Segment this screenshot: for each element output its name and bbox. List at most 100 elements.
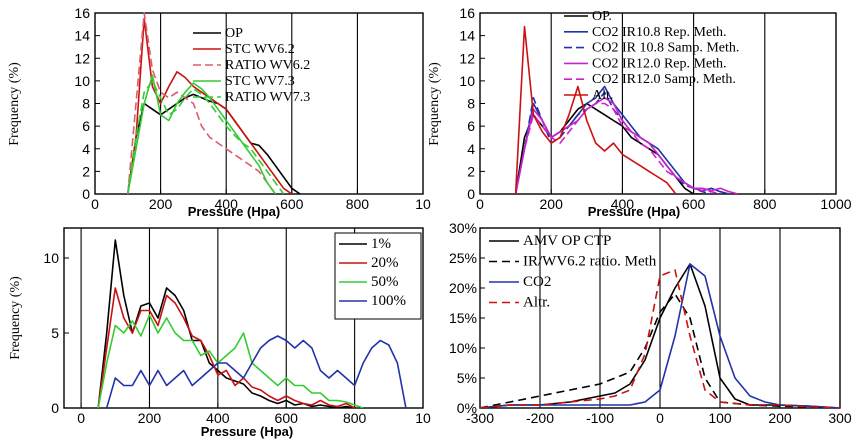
- y-tick-label: 6: [467, 118, 475, 134]
- x-tick-label: 600: [682, 196, 706, 212]
- legend-box: [334, 232, 422, 320]
- plot-frame: [63, 227, 424, 409]
- series-line-3: [127, 12, 277, 194]
- legend-entry: 50%: [371, 274, 399, 290]
- series-line-4: [514, 97, 739, 194]
- y-tick-label: 10: [459, 73, 475, 89]
- x-tick-label: 0: [77, 410, 85, 426]
- y-tick-label: 25%: [449, 250, 477, 266]
- x-tick-label: 400: [206, 410, 230, 426]
- y-tick-label: 5%: [457, 370, 477, 386]
- x-tick-label: -100: [586, 410, 614, 426]
- chart-panel-4: -300 -200 -100 0 100 200 300 0% 5% 10% 15% 20% 25% 30…: [449, 220, 852, 426]
- series-line-5: [127, 80, 285, 194]
- x-tick-label: 0: [476, 196, 484, 212]
- series-line-4: [127, 74, 277, 194]
- x-tick-label: 600: [280, 196, 304, 212]
- series-line-1: [514, 102, 703, 194]
- series-line-6: [514, 25, 677, 194]
- legend: AMV OP CTP IR/WV6.2 ratio. Meth CO2 Altr.: [489, 233, 657, 311]
- x-tick-label: -200: [526, 410, 554, 426]
- legend-entry: AMV OP CTP: [523, 233, 611, 249]
- legend-entry: CO2 IR10.8 Rep. Meth.: [592, 25, 727, 40]
- x-tick-label: 200: [149, 196, 173, 212]
- legend-entry: Altr.: [523, 295, 550, 311]
- y-tick-label: 8: [82, 96, 90, 112]
- x-tick-label: 0: [91, 196, 99, 212]
- y-tick-label: 14: [74, 28, 90, 44]
- y-tick-label: 12: [459, 50, 475, 66]
- y-tick-label: 10%: [449, 340, 477, 356]
- chart-panel-2: 0 200 400 600 800 1000 0 2 4 6 8 10 12 14 16 Pressure (…: [427, 5, 852, 219]
- legend-entry: 20%: [371, 255, 399, 271]
- x-tick-label: 1000: [820, 196, 851, 212]
- y-axis-label: Frequency (%): [8, 276, 23, 360]
- x-tick-label: 800: [346, 196, 370, 212]
- x-axis-label: Pressure (Hpa): [588, 204, 680, 219]
- y-tick-label: 0%: [457, 400, 477, 416]
- y-tick-label: 4: [467, 141, 475, 157]
- legend-entry: OP: [225, 26, 243, 41]
- series-line-4: [105, 335, 407, 408]
- x-tick-label: 300: [828, 410, 852, 426]
- y-tick-label: 10: [43, 250, 59, 266]
- x-tick-label: -300: [466, 410, 494, 426]
- y-tick-label: 16: [459, 5, 475, 21]
- x-tick-label: 800: [343, 410, 367, 426]
- y-tick-label: 20%: [449, 280, 477, 296]
- y-tick-label: 5: [51, 325, 59, 341]
- y-axis-label: Frequency (%): [427, 62, 442, 146]
- legend-entry: Alt.: [592, 88, 613, 103]
- x-tick-label: 10: [415, 196, 431, 212]
- y-tick-label: 0: [82, 186, 90, 202]
- x-axis-label: Pressure (Hpa): [188, 204, 280, 219]
- legend-entry: CO2: [523, 274, 551, 290]
- chart-panel-1: 0 200 400 600 800 10 0 2 4 6 8 10 12 14 16 Pressure (Hp…: [7, 5, 431, 219]
- legend-entry: RATIO WV7.3: [225, 90, 310, 105]
- legend-entry: CO2 IR12.0 Rep. Meth.: [592, 56, 727, 71]
- x-tick-label: 200: [138, 410, 162, 426]
- legend-entry: CO2 IR 10.8 Samp. Meth.: [592, 41, 739, 56]
- legend-entry: 100%: [371, 293, 406, 309]
- y-tick-label: 4: [82, 141, 90, 157]
- x-axis-label: Pressure (Hpa): [201, 424, 293, 439]
- y-tick-label: 10: [74, 73, 90, 89]
- x-tick-label: 0: [656, 410, 664, 426]
- legend: 1% 20% 50% 100%: [334, 232, 422, 320]
- legend-entry: 1%: [371, 236, 391, 252]
- chart-panel-3: 0 200 400 600 800 10 0 5 10 Pressure (Hpa) Frequen…: [8, 227, 431, 439]
- x-tick-label: 200: [540, 196, 564, 212]
- y-tick-label: 15%: [449, 310, 477, 326]
- y-tick-label: 14: [459, 28, 475, 44]
- y-tick-label: 0: [51, 400, 59, 416]
- y-tick-label: 16: [74, 5, 90, 21]
- legend-entry: RATIO WV6.2: [225, 58, 310, 73]
- y-tick-label: 2: [467, 163, 475, 179]
- legend-entry: STC WV6.2: [225, 42, 295, 57]
- y-tick-label: 8: [467, 96, 475, 112]
- series-line-1: [97, 239, 355, 408]
- x-tick-label: 100: [708, 410, 732, 426]
- legend: OP.CO2 IR10.8 Rep. Meth.CO2 IR 10.8 Samp…: [564, 9, 739, 103]
- y-axis-label: Frequency (%): [7, 62, 22, 146]
- series-line-3: [97, 314, 364, 408]
- x-tick-label: 400: [215, 196, 239, 212]
- y-tick-label: 6: [82, 118, 90, 134]
- x-tick-label: 600: [275, 410, 299, 426]
- y-tick-label: 2: [82, 163, 90, 179]
- series-line-4: [480, 269, 840, 408]
- x-tick-label: 10: [415, 410, 431, 426]
- y-tick-label: 30%: [449, 220, 477, 236]
- legend-entry: IR/WV6.2 ratio. Meth: [523, 254, 657, 270]
- legend-entry: STC WV7.3: [225, 74, 295, 89]
- x-tick-label: 200: [768, 410, 792, 426]
- legend-entry: OP.: [592, 9, 612, 24]
- x-tick-label: 400: [611, 196, 635, 212]
- x-tick-label: 800: [753, 196, 777, 212]
- y-tick-label: 12: [74, 50, 90, 66]
- y-tick-label: 0: [467, 186, 475, 202]
- legend-entry: CO2 IR12.0 Samp. Meth.: [592, 72, 736, 87]
- series-line-2: [97, 287, 355, 408]
